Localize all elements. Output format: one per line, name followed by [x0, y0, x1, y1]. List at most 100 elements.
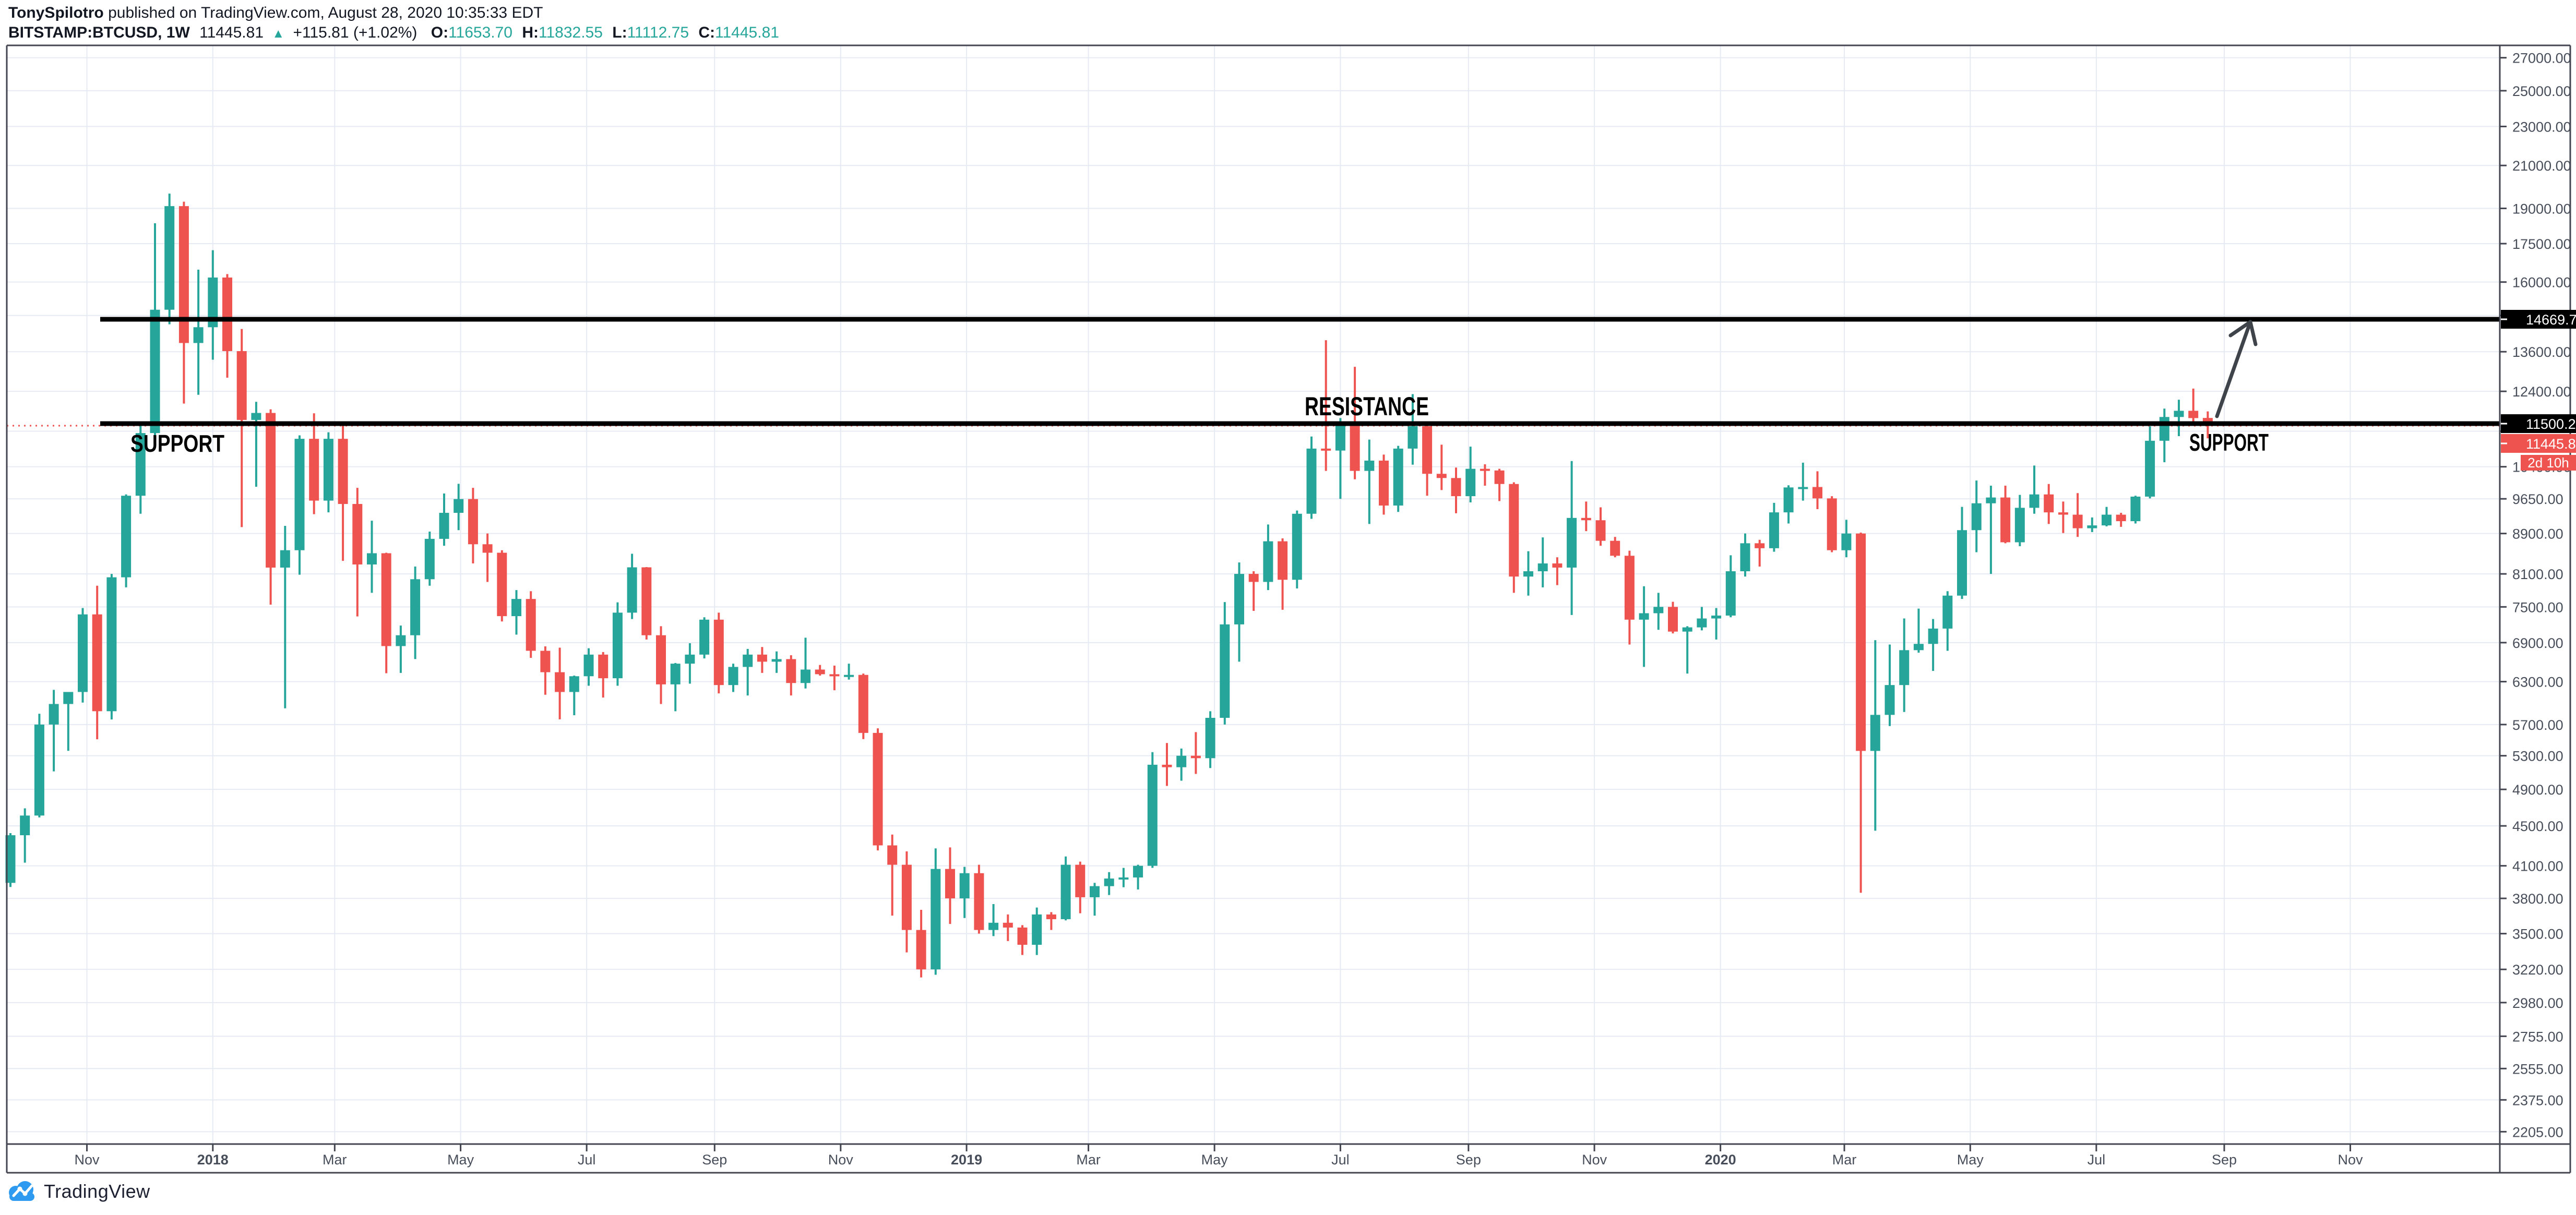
candle-up	[1899, 618, 1910, 712]
candle-down	[1422, 426, 1433, 496]
candle-body	[106, 577, 117, 712]
arrow-annotation[interactable]	[2215, 320, 2258, 418]
candle-down	[381, 552, 391, 673]
level2-price-label-text: 11500.29	[2526, 416, 2576, 432]
time-tick-label: Jul	[2088, 1152, 2106, 1168]
price-tick-label: 2375.00	[2512, 1092, 2563, 1108]
candle-up	[2159, 408, 2169, 463]
candle-body	[2145, 440, 2155, 497]
candle-down	[2058, 501, 2068, 533]
candle-body	[916, 930, 926, 970]
close-label: C:	[698, 24, 715, 41]
candle-body	[713, 619, 724, 685]
published-text: published on TradingView.com, August 28,…	[103, 4, 543, 21]
symbol-title[interactable]: BITSTAMP:BTCUSD, 1W	[8, 24, 190, 41]
candle-down	[1581, 501, 1591, 532]
support_right-annotation-text[interactable]: SUPPORT	[2189, 429, 2269, 456]
level-lines-layer[interactable]	[100, 317, 2500, 426]
candle-down	[352, 488, 363, 617]
time-tick-label: Nov	[828, 1152, 854, 1168]
candle-body	[1798, 487, 1808, 489]
author-name[interactable]: TonySpilotro	[8, 4, 104, 21]
candle-down	[1595, 507, 1606, 546]
candle-body	[1856, 533, 1866, 751]
candle-down	[786, 655, 796, 696]
level2-price-label: 11500.29	[2501, 414, 2576, 434]
candle-body	[2029, 494, 2040, 508]
candle-body	[1957, 530, 1967, 596]
candle-up	[1306, 436, 1317, 519]
candle-body	[1668, 607, 1678, 632]
candle-body	[555, 672, 565, 692]
price-tick-label: 6900.00	[2512, 635, 2563, 651]
candle-down	[1494, 468, 1505, 501]
tradingview-attribution[interactable]: TradingView	[7, 1179, 150, 1204]
price-axis[interactable]: 27000.00 25000.00 23000.00 21000.00 19000.00…	[2500, 51, 2576, 1140]
candle-body	[222, 277, 232, 352]
logo-text: TradingView	[44, 1181, 150, 1202]
resistance-annotation-text[interactable]: RESISTANCE	[1305, 392, 1429, 421]
candle-body	[497, 552, 507, 617]
time-tick-label: Jul	[578, 1152, 596, 1168]
candle-down	[2072, 493, 2083, 537]
candle-down	[236, 329, 247, 527]
candle-body	[1104, 879, 1114, 886]
candle-body	[1769, 512, 1779, 548]
candle-body	[641, 567, 652, 635]
price-tick-label: 3500.00	[2512, 927, 2563, 942]
candle-up	[743, 648, 753, 696]
price-tick-label: 12400.00	[2512, 384, 2571, 400]
candle-down	[945, 847, 955, 924]
candle-up	[294, 435, 305, 575]
candle-body	[1841, 533, 1852, 550]
time-tick-label: Sep	[702, 1152, 727, 1168]
price-tick-label: 3800.00	[2512, 891, 2563, 907]
candle-up	[511, 590, 521, 635]
candle-body	[2044, 494, 2054, 513]
arrow-head-barb	[2248, 320, 2258, 346]
candle-down	[641, 567, 652, 640]
annotations-layer[interactable]: SUPPORT RESISTANCE SUPPORT	[130, 320, 2269, 457]
candle-body	[150, 309, 160, 434]
time-axis[interactable]: Nov 2018 Mar May Jul Sep Nov 2019 Mar May Jul Sep No…	[75, 1144, 2364, 1168]
candle-body	[482, 544, 493, 553]
price-tick-label: 2555.00	[2512, 1061, 2563, 1077]
candle-body	[1827, 498, 1837, 550]
candle-body	[280, 550, 290, 568]
candle-body	[1364, 460, 1375, 471]
candle-body	[1090, 886, 1100, 897]
candle-body	[63, 692, 74, 704]
candle-body	[266, 413, 276, 568]
candle-down	[1321, 340, 1331, 471]
candle-up	[1234, 562, 1244, 662]
candle-body	[598, 654, 609, 679]
candle-body	[49, 704, 59, 725]
candle-up	[1060, 856, 1071, 921]
candle-body	[1032, 914, 1042, 945]
candle-body	[540, 651, 551, 672]
candle-body	[1523, 571, 1533, 577]
price-tick-label: 13600.00	[2512, 344, 2571, 360]
candle-down	[2188, 388, 2199, 423]
candle-down	[266, 409, 276, 605]
candle-down	[901, 851, 912, 953]
candle-down	[887, 834, 898, 916]
candle-up	[396, 625, 406, 673]
candle-up	[1032, 907, 1042, 955]
candle-body	[5, 835, 16, 883]
candle-down	[92, 585, 102, 740]
candle-up	[34, 714, 44, 817]
level1-price-label-text: 14669.78	[2526, 312, 2576, 328]
current-price-label: 11445.81	[2501, 434, 2576, 453]
candle-body	[901, 864, 912, 930]
candle-body	[1711, 615, 1722, 619]
candle-down	[1812, 471, 1822, 510]
time-tick-label: Sep	[2212, 1152, 2237, 1168]
time-tick-label: 2020	[1705, 1152, 1736, 1168]
candle-up	[1335, 418, 1345, 499]
support_left-annotation-text[interactable]: SUPPORT	[130, 430, 224, 457]
candle-body	[1017, 928, 1028, 945]
candle-up	[78, 608, 88, 703]
